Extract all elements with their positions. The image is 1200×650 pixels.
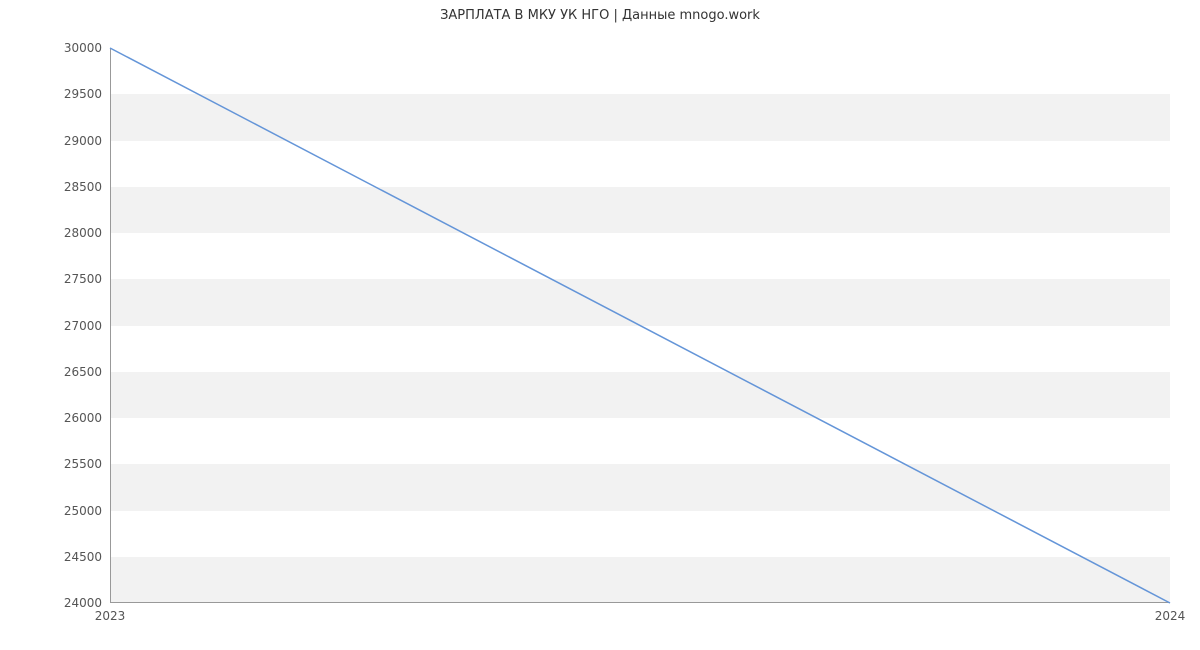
y-tick-label: 29500 — [52, 87, 102, 101]
y-tick-label: 25500 — [52, 457, 102, 471]
y-tick-label: 28500 — [52, 180, 102, 194]
salary-line-chart: ЗАРПЛАТА В МКУ УК НГО | Данные mnogo.wor… — [0, 0, 1200, 650]
y-tick-label: 26500 — [52, 365, 102, 379]
plot-area — [110, 48, 1170, 603]
y-tick-label: 25000 — [52, 504, 102, 518]
x-tick-label: 2023 — [95, 609, 126, 623]
chart-title: ЗАРПЛАТА В МКУ УК НГО | Данные mnogo.wor… — [0, 8, 1200, 23]
y-tick-label: 27500 — [52, 272, 102, 286]
y-tick-label: 28000 — [52, 226, 102, 240]
data-line — [110, 48, 1170, 603]
y-tick-label: 30000 — [52, 41, 102, 55]
x-tick-label: 2024 — [1155, 609, 1186, 623]
y-tick-label: 24500 — [52, 550, 102, 564]
y-tick-label: 24000 — [52, 596, 102, 610]
y-tick-label: 29000 — [52, 134, 102, 148]
y-tick-label: 26000 — [52, 411, 102, 425]
y-tick-label: 27000 — [52, 319, 102, 333]
